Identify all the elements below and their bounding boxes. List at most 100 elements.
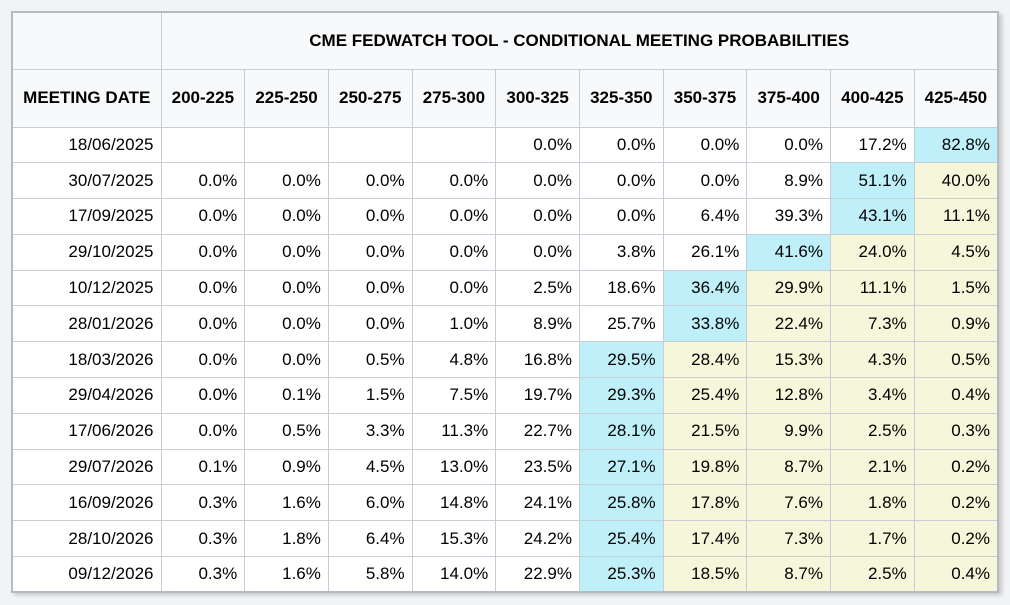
- probability-cell: 3.4%: [830, 377, 915, 414]
- probability-cell: 0.0%: [578, 126, 664, 164]
- corner-cell: [11, 11, 162, 70]
- probability-cell: [160, 126, 246, 164]
- probability-cell: 29.5%: [578, 341, 664, 379]
- probability-cell: 0.0%: [244, 305, 329, 343]
- meeting-date-cell: 18/06/2025: [11, 126, 162, 164]
- rate-range-header: 350-375: [662, 68, 748, 128]
- probability-cell: 3.3%: [327, 412, 413, 450]
- probability-cell: 0.4%: [913, 377, 999, 414]
- probability-cell: 1.7%: [830, 520, 915, 558]
- probability-cell: 19.7%: [495, 377, 580, 414]
- fedwatch-probability-table: CME FEDWATCH TOOL - CONDITIONAL MEETING …: [11, 11, 999, 594]
- table-row: 18/06/2025 0.0% 0.0% 0.0% 0.0% 17.2% 82.8%: [11, 126, 999, 164]
- probability-cell: 0.5%: [913, 341, 999, 379]
- rate-range-header: 375-400: [746, 68, 831, 128]
- probability-cell: 2.1%: [830, 448, 915, 486]
- title-row: CME FEDWATCH TOOL - CONDITIONAL MEETING …: [11, 11, 999, 70]
- probability-cell: 0.0%: [244, 162, 329, 200]
- meeting-date-column-header: MEETING DATE: [11, 68, 162, 128]
- probability-cell: 0.5%: [244, 412, 329, 450]
- probability-cell: 18.6%: [578, 269, 664, 307]
- probability-cell: 51.1%: [830, 162, 915, 200]
- probability-cell: 17.4%: [662, 520, 748, 558]
- probability-cell: 15.3%: [411, 520, 497, 558]
- probability-cell: 0.3%: [160, 556, 246, 593]
- probability-cell: 0.3%: [160, 484, 246, 522]
- probability-cell: 17.2%: [830, 126, 915, 164]
- probability-cell: 0.0%: [160, 341, 246, 379]
- probability-cell: 12.8%: [746, 377, 831, 414]
- table-row: 18/03/2026 0.0% 0.0% 0.5% 4.8% 16.8% 29.5% 28.4…: [11, 341, 999, 379]
- probability-cell: 41.6%: [746, 233, 831, 271]
- probability-cell: 19.8%: [662, 448, 748, 486]
- probability-cell: 8.7%: [746, 556, 831, 593]
- probability-cell: 22.9%: [495, 556, 580, 593]
- probability-cell: 4.8%: [411, 341, 497, 379]
- probability-cell: 82.8%: [913, 126, 999, 164]
- meeting-date-cell: 30/07/2025: [11, 162, 162, 200]
- probability-cell: 0.0%: [244, 198, 329, 235]
- probability-cell: 2.5%: [830, 556, 915, 593]
- probability-cell: 8.9%: [495, 305, 580, 343]
- probability-cell: 11.1%: [913, 198, 999, 235]
- probability-cell: 7.6%: [746, 484, 831, 522]
- probability-cell: 24.1%: [495, 484, 580, 522]
- meeting-date-cell: 09/12/2026: [11, 556, 162, 593]
- rate-range-header: 425-450: [913, 68, 999, 128]
- probability-cell: 0.0%: [160, 377, 246, 414]
- probability-cell: 40.0%: [913, 162, 999, 200]
- probability-cell: 0.5%: [327, 341, 413, 379]
- table-row: 17/06/2026 0.0% 0.5% 3.3% 11.3% 22.7% 28.1% 21.…: [11, 412, 999, 450]
- probability-cell: 0.3%: [913, 412, 999, 450]
- probability-cell: 21.5%: [662, 412, 748, 450]
- probability-cell: 0.0%: [327, 305, 413, 343]
- probability-cell: 1.6%: [244, 484, 329, 522]
- probability-cell: 0.0%: [411, 162, 497, 200]
- probability-cell: 0.0%: [411, 269, 497, 307]
- probability-cell: 1.6%: [244, 556, 329, 593]
- probability-cell: 29.9%: [746, 269, 831, 307]
- probability-cell: 3.8%: [578, 233, 664, 271]
- probability-cell: 14.0%: [411, 556, 497, 593]
- probability-cell: 11.3%: [411, 412, 497, 450]
- probability-cell: 1.8%: [830, 484, 915, 522]
- probability-cell: 4.5%: [913, 233, 999, 271]
- probability-cell: 0.0%: [746, 126, 831, 164]
- meeting-date-cell: 10/12/2025: [11, 269, 162, 307]
- probability-cell: 16.8%: [495, 341, 580, 379]
- probability-cell: 0.0%: [327, 162, 413, 200]
- probability-cell: 4.3%: [830, 341, 915, 379]
- probability-cell: 2.5%: [830, 412, 915, 450]
- probability-cell: 0.1%: [244, 377, 329, 414]
- probability-cell: 0.0%: [495, 198, 580, 235]
- probability-cell: 15.3%: [746, 341, 831, 379]
- table-row: 16/09/2026 0.3% 1.6% 6.0% 14.8% 24.1% 25.8% 17.…: [11, 484, 999, 522]
- probability-cell: 6.4%: [662, 198, 748, 235]
- probability-cell: 25.7%: [578, 305, 664, 343]
- probability-cell: 0.0%: [411, 233, 497, 271]
- probability-cell: 6.4%: [327, 520, 413, 558]
- probability-cell: 0.0%: [244, 269, 329, 307]
- table-row: 17/09/2025 0.0% 0.0% 0.0% 0.0% 0.0% 0.0% 6.4% 39…: [11, 198, 999, 235]
- meeting-date-cell: 28/10/2026: [11, 520, 162, 558]
- rate-range-header: 250-275: [327, 68, 413, 128]
- probability-cell: 28.4%: [662, 341, 748, 379]
- probability-cell: 39.3%: [746, 198, 831, 235]
- probability-cell: 25.4%: [662, 377, 748, 414]
- table-row: 30/07/2025 0.0% 0.0% 0.0% 0.0% 0.0% 0.0% 0.0% 8.…: [11, 162, 999, 200]
- meeting-date-cell: 16/09/2026: [11, 484, 162, 522]
- probability-cell: 43.1%: [830, 198, 915, 235]
- probability-cell: 0.9%: [244, 448, 329, 486]
- meeting-date-cell: 29/10/2025: [11, 233, 162, 271]
- probability-cell: 13.0%: [411, 448, 497, 486]
- rate-range-header: 225-250: [244, 68, 329, 128]
- probability-cell: 0.0%: [160, 269, 246, 307]
- probability-cell: 33.8%: [662, 305, 748, 343]
- probability-cell: 0.2%: [913, 484, 999, 522]
- rate-range-header: 400-425: [830, 68, 915, 128]
- probability-cell: 0.0%: [160, 162, 246, 200]
- probability-cell: 1.8%: [244, 520, 329, 558]
- probability-cell: 17.8%: [662, 484, 748, 522]
- probability-cell: [411, 126, 497, 164]
- probability-cell: 1.5%: [913, 269, 999, 307]
